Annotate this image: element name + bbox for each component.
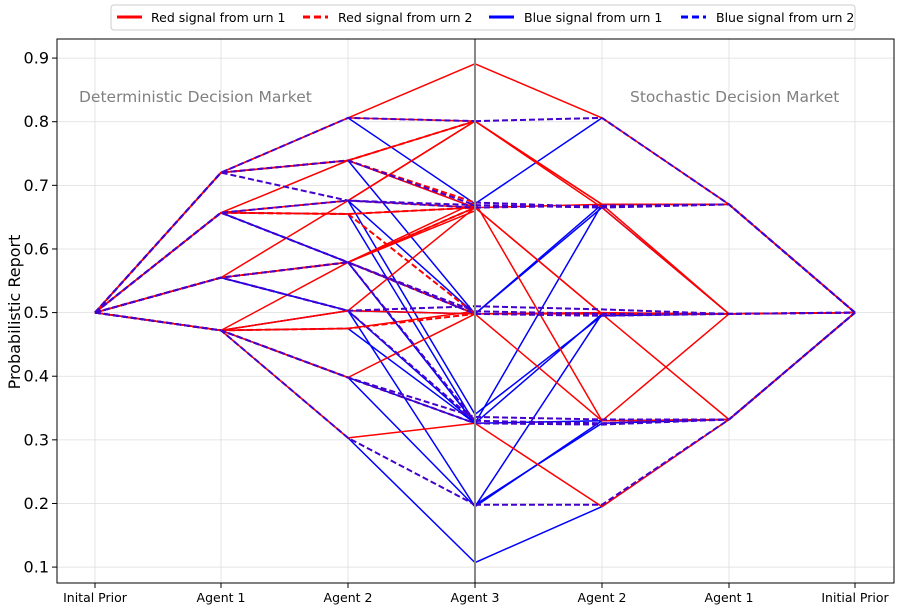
x-tick-label-5: Agent 1 [705, 590, 754, 605]
legend-label-blue-urn1: Blue signal from urn 1 [524, 10, 662, 25]
legend-label-red-urn2: Red signal from urn 2 [338, 10, 472, 25]
x-tick-label-4: Agent 2 [578, 590, 627, 605]
sto-blue-dashed-line-10 [475, 311, 856, 506]
det-blue-dashed-line-5 [94, 276, 476, 314]
sto-blue-dashed-line-6 [474, 311, 856, 317]
sto-blue-dashed-line-0 [474, 116, 856, 314]
det-blue-dashed-line-10 [94, 276, 476, 422]
legend: Red signal from urn 1 Red signal from ur… [110, 4, 856, 31]
annotation-stochastic: Stochastic Decision Market [630, 88, 839, 106]
sto-blue-dashed-line-3 [474, 201, 856, 314]
x-tick-label-2: Agent 2 [324, 590, 373, 605]
annotation-deterministic: Deterministic Decision Market [79, 88, 312, 106]
y-tick-label-8: 0.9 [24, 49, 49, 68]
y-tick-label-0: 0.1 [24, 558, 49, 577]
y-axis-label: Probabilistic Report [5, 235, 24, 390]
det-red-line-2 [94, 120, 476, 314]
y-axis-ticks: 0.1 0.2 0.3 0.4 0.5 0.6 0.7 0.8 0.9 [24, 49, 57, 577]
det-blue-dashed-line-2 [94, 171, 476, 314]
det-blue-line-10 [94, 309, 476, 508]
det-red-dashed-line-0 [94, 120, 476, 314]
det-blue-line-0 [94, 117, 476, 314]
det-red-line-8 [94, 120, 476, 314]
det-blue-dashed-line-3 [94, 199, 476, 314]
y-tick-label-5: 0.6 [24, 239, 49, 258]
sto-red-line-1 [474, 120, 856, 314]
x-tick-label-1: Agent 1 [197, 590, 246, 605]
sto-blue-line-0 [474, 117, 856, 314]
y-tick-label-7: 0.8 [24, 112, 49, 131]
sto-red-line-2 [474, 120, 856, 315]
legend-label-blue-urn2: Blue signal from urn 2 [716, 10, 854, 25]
legend-label-red-urn1: Red signal from urn 1 [151, 10, 285, 25]
det-red-line-5 [94, 120, 476, 314]
det-red-line-16 [94, 311, 476, 379]
y-tick-label-4: 0.5 [24, 303, 49, 322]
x-tick-label-6: Initial Prior [821, 590, 889, 605]
x-axis-ticks: Inital Prior Agent 1 Agent 2 Agent 3 Agent 2… [63, 583, 889, 605]
sto-blue-line-7 [474, 311, 856, 508]
det-blue-dashed-line-11 [94, 211, 476, 422]
x-tick-label-0: Inital Prior [63, 590, 128, 605]
det-red-line-18 [94, 261, 476, 315]
y-tick-label-2: 0.3 [24, 430, 49, 449]
legend-frame [110, 4, 856, 31]
y-tick-label-1: 0.2 [24, 494, 49, 513]
sto-blue-line-10 [474, 312, 856, 506]
sto-red-line-3 [474, 120, 856, 315]
det-red-line-1 [94, 117, 476, 314]
sto-blue-line-8 [474, 312, 856, 564]
det-red-dashed-line-1 [94, 206, 476, 314]
x-tick-label-3: Agent 3 [451, 590, 500, 605]
plot-lines [94, 63, 856, 564]
det-blue-dashed-line-0 [94, 116, 476, 314]
det-red-line-4 [94, 120, 476, 314]
y-tick-label-3: 0.4 [24, 367, 49, 386]
sto-blue-line-6 [474, 312, 856, 508]
y-tick-label-6: 0.7 [24, 176, 49, 195]
sto-blue-line-9 [474, 311, 856, 415]
det-blue-dashed-line-9 [94, 311, 476, 506]
sto-red-line-11 [474, 312, 856, 508]
